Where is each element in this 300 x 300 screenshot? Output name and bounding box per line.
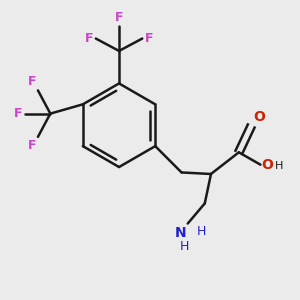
Text: O: O xyxy=(253,110,265,124)
Text: F: F xyxy=(85,32,93,45)
Text: H: H xyxy=(196,225,206,238)
Text: N: N xyxy=(175,226,186,240)
Text: H: H xyxy=(275,161,284,171)
Text: F: F xyxy=(28,139,36,152)
Text: H: H xyxy=(180,240,189,253)
Text: F: F xyxy=(14,107,22,120)
Text: F: F xyxy=(28,75,36,88)
Text: F: F xyxy=(145,32,153,45)
Text: F: F xyxy=(115,11,123,24)
Text: O: O xyxy=(262,158,274,172)
